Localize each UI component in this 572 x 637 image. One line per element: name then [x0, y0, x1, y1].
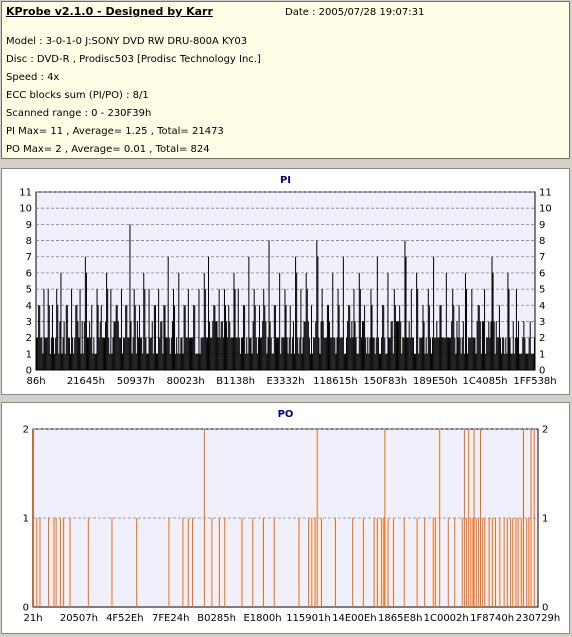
pi-xtick-label: 189E50h: [413, 376, 457, 387]
pi-ytick-right: 5: [539, 285, 545, 296]
po-xtick-label: 1F8740h: [470, 613, 514, 624]
pi-ytick-right: 0: [539, 366, 545, 377]
scan-date: Date : 2005/07/28 19:07:31: [285, 7, 425, 18]
pi-xtick-label: 21645h: [67, 376, 105, 387]
po-xtick-label: 1865E8h: [378, 613, 422, 624]
pi-ytick-right: 3: [539, 317, 545, 328]
pi-ytick-right: 9: [539, 220, 545, 231]
pi-ytick-left: 2: [26, 333, 32, 344]
pi-ytick-left: 1: [26, 349, 32, 360]
pi-xtick-label: 118615h: [313, 376, 358, 387]
range-line: Scanned range : 0 - 230F39h: [6, 108, 152, 119]
pi-ytick-right: 11: [539, 188, 552, 199]
po-ytick-right: 0: [542, 603, 548, 614]
pi-bars: [36, 224, 535, 370]
pi-ytick-right: 10: [539, 204, 552, 215]
po-xtick-label: 14E00Eh: [332, 613, 376, 624]
po-ytick-right: 2: [542, 425, 548, 436]
pi-xtick-label: 1C4085h: [463, 376, 508, 387]
po-xtick-label: 115901h: [286, 613, 331, 624]
po-xtick-label: E1800h: [243, 613, 281, 624]
ecc-line: ECC blocks sum (PI/PO) : 8/1: [6, 90, 149, 101]
po-ytick-right: 1: [542, 514, 548, 525]
pi-xtick-label: 80023h: [167, 376, 205, 387]
pi-ytick-left: 6: [26, 268, 32, 279]
po-chart: PO 0 0 1 1 2 2 21h 20507h 4F52Eh 7FE24h B0285h E1800…: [23, 409, 561, 624]
pi-ytick-left: 5: [26, 285, 32, 296]
pi-xtick-label: E3332h: [266, 376, 304, 387]
pi-ytick-right: 1: [539, 349, 545, 360]
pi-xtick-label: B1138h: [216, 376, 255, 387]
pi-ytick-right: 8: [539, 236, 545, 247]
pi-ytick-left: 11: [19, 188, 32, 199]
pi-ytick-left: 10: [19, 204, 32, 215]
po-xtick-label: 230729h: [516, 613, 561, 624]
app-title: KProbe v2.1.0 - Designed by Karr: [6, 5, 213, 18]
pi-ytick-left: 0: [26, 366, 32, 377]
pi-xtick-label: 86h: [26, 376, 45, 387]
pi-summary-line: PI Max= 11 , Average= 1.25 , Total= 2147…: [6, 126, 224, 137]
pi-chart-panel: PI 0 0 1 1 2 2 3 3 4 4 5 5 6 6 7 7 8 8 9 9 10 10 11 11 86h 21645h 5…: [1, 168, 570, 395]
po-xtick-label: 1C0002h: [424, 613, 469, 624]
po-summary-line: PO Max= 2 , Average= 0.01 , Total= 824: [6, 144, 210, 155]
po-xtick-label: 7FE24h: [152, 613, 190, 624]
pi-ytick-right: 2: [539, 333, 545, 344]
pi-xtick-label: 1FF538h: [513, 376, 556, 387]
pi-ytick-left: 3: [26, 317, 32, 328]
po-xtick-label: B0285h: [197, 613, 236, 624]
po-ytick-left: 0: [23, 603, 29, 614]
po-chart-panel: PO 0 0 1 1 2 2 21h 20507h 4F52Eh 7FE24h B0285h E1800…: [1, 402, 570, 634]
speed-line: Speed : 4x: [6, 72, 60, 83]
model-line: Model : 3-0-1-0 J:SONY DVD RW DRU-800A K…: [6, 36, 248, 47]
po-xtick-label: 21h: [23, 613, 42, 624]
pi-ytick-right: 6: [539, 268, 545, 279]
pi-ytick-left: 4: [26, 301, 32, 312]
po-ytick-left: 1: [23, 514, 29, 525]
disc-line: Disc : DVD-R , Prodisc503 [Prodisc Techn…: [6, 54, 261, 65]
pi-ytick-right: 4: [539, 301, 545, 312]
po-xtick-label: 4F52Eh: [106, 613, 144, 624]
pi-xtick-label: 150F83h: [363, 376, 407, 387]
pi-ytick-left: 8: [26, 236, 32, 247]
po-chart-title: PO: [278, 409, 294, 420]
info-panel: KProbe v2.1.0 - Designed by Karr Date : …: [1, 1, 570, 159]
pi-ytick-left: 7: [26, 252, 32, 263]
pi-xtick-label: 50937h: [117, 376, 155, 387]
pi-chart-title: PI: [280, 175, 291, 186]
po-bars: [33, 429, 535, 607]
pi-ytick-right: 7: [539, 252, 545, 263]
po-ytick-left: 2: [23, 425, 29, 436]
pi-ytick-left: 9: [26, 220, 32, 231]
po-xtick-label: 20507h: [60, 613, 98, 624]
